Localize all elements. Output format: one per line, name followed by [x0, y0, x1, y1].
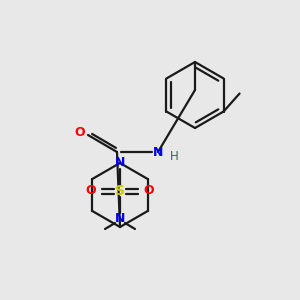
Text: O: O [144, 184, 154, 197]
Text: N: N [115, 212, 125, 226]
Text: O: O [86, 184, 96, 197]
Text: O: O [75, 125, 85, 139]
Text: N: N [115, 157, 125, 169]
Text: N: N [153, 146, 163, 158]
Text: S: S [115, 184, 125, 198]
Text: H: H [169, 151, 178, 164]
